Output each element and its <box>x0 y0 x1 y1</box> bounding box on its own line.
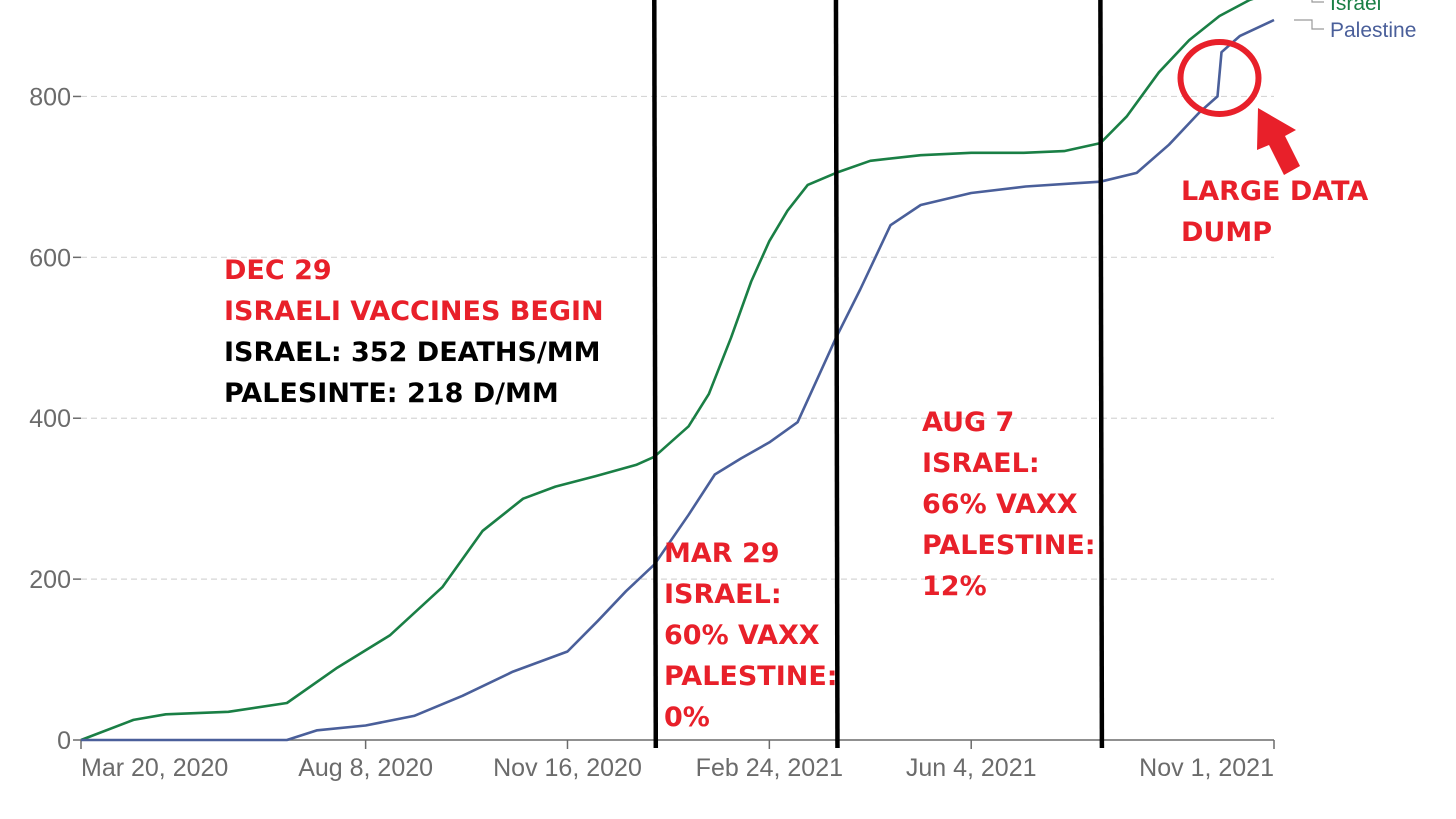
series-line-palestine <box>81 18 1275 742</box>
x-tick-label: Nov 16, 2020 <box>493 754 642 782</box>
x-tick-label: Feb 24, 2021 <box>696 754 843 782</box>
legend-label-palestine: Palestine <box>1330 19 1416 42</box>
annotation-text-dec29: PALESINTE: 218 D/MM <box>224 378 559 409</box>
annotation-text-dump: LARGE DATA <box>1181 176 1368 207</box>
annotation-text-aug7: PALESTINE: <box>922 530 1096 561</box>
date-marker-line <box>1098 0 1105 749</box>
date-marker-line <box>652 0 659 749</box>
x-tick-label: Aug 8, 2020 <box>298 754 433 782</box>
gridlines <box>81 95 1274 580</box>
y-tick-label: 200 <box>29 566 71 594</box>
y-tick-label: 0 <box>57 727 71 755</box>
annotations: DEC 29 ISRAELI VACCINES BEGIN ISRAEL: 352 … <box>224 39 1368 733</box>
series-line-israel <box>80 0 1254 742</box>
annotation-text-aug7: ISRAEL: <box>922 448 1040 479</box>
x-tick-label: Nov 1, 2021 <box>1139 754 1274 782</box>
annotation-text-aug7: 66% VAXX <box>922 489 1078 520</box>
annotation-text-aug7: AUG 7 <box>922 407 1014 438</box>
series-lines <box>80 0 1275 742</box>
date-marker-line <box>833 0 840 749</box>
annotation-text-dec29: DEC 29 <box>224 255 332 286</box>
y-tick-label: 600 <box>29 244 71 272</box>
annotation-text-aug7: 12% <box>922 571 987 602</box>
x-tick-label: Mar 20, 2020 <box>81 754 228 782</box>
annotation-text-mar29: MAR 29 <box>664 538 780 569</box>
highlight-circle <box>1177 39 1262 117</box>
axes: 0 200 400 600 800 Mar 20, 2020 Aug 8, 2020 Nov … <box>29 83 1275 782</box>
y-tick-label: 400 <box>29 405 71 433</box>
date-marker-lines <box>652 0 1105 749</box>
highlight-arrow <box>1257 108 1300 175</box>
legend-connector <box>1311 0 1324 3</box>
legend: Israel Palestine <box>1294 0 1416 42</box>
annotation-text-dump: DUMP <box>1181 217 1272 248</box>
legend-label-israel: Israel <box>1330 0 1381 15</box>
legend-connector <box>1294 19 1324 30</box>
y-tick-label: 800 <box>29 83 71 111</box>
annotation-text-mar29: 60% VAXX <box>664 620 820 651</box>
annotation-text-mar29: 0% <box>664 702 710 733</box>
annotation-text-dec29: ISRAEL: 352 DEATHS/MM <box>224 337 601 368</box>
annotation-text-mar29: PALESTINE: <box>664 661 838 692</box>
annotation-text-mar29: ISRAEL: <box>664 579 782 610</box>
annotation-text-dec29: ISRAELI VACCINES BEGIN <box>224 296 604 327</box>
x-tick-label: Jun 4, 2021 <box>906 754 1037 782</box>
